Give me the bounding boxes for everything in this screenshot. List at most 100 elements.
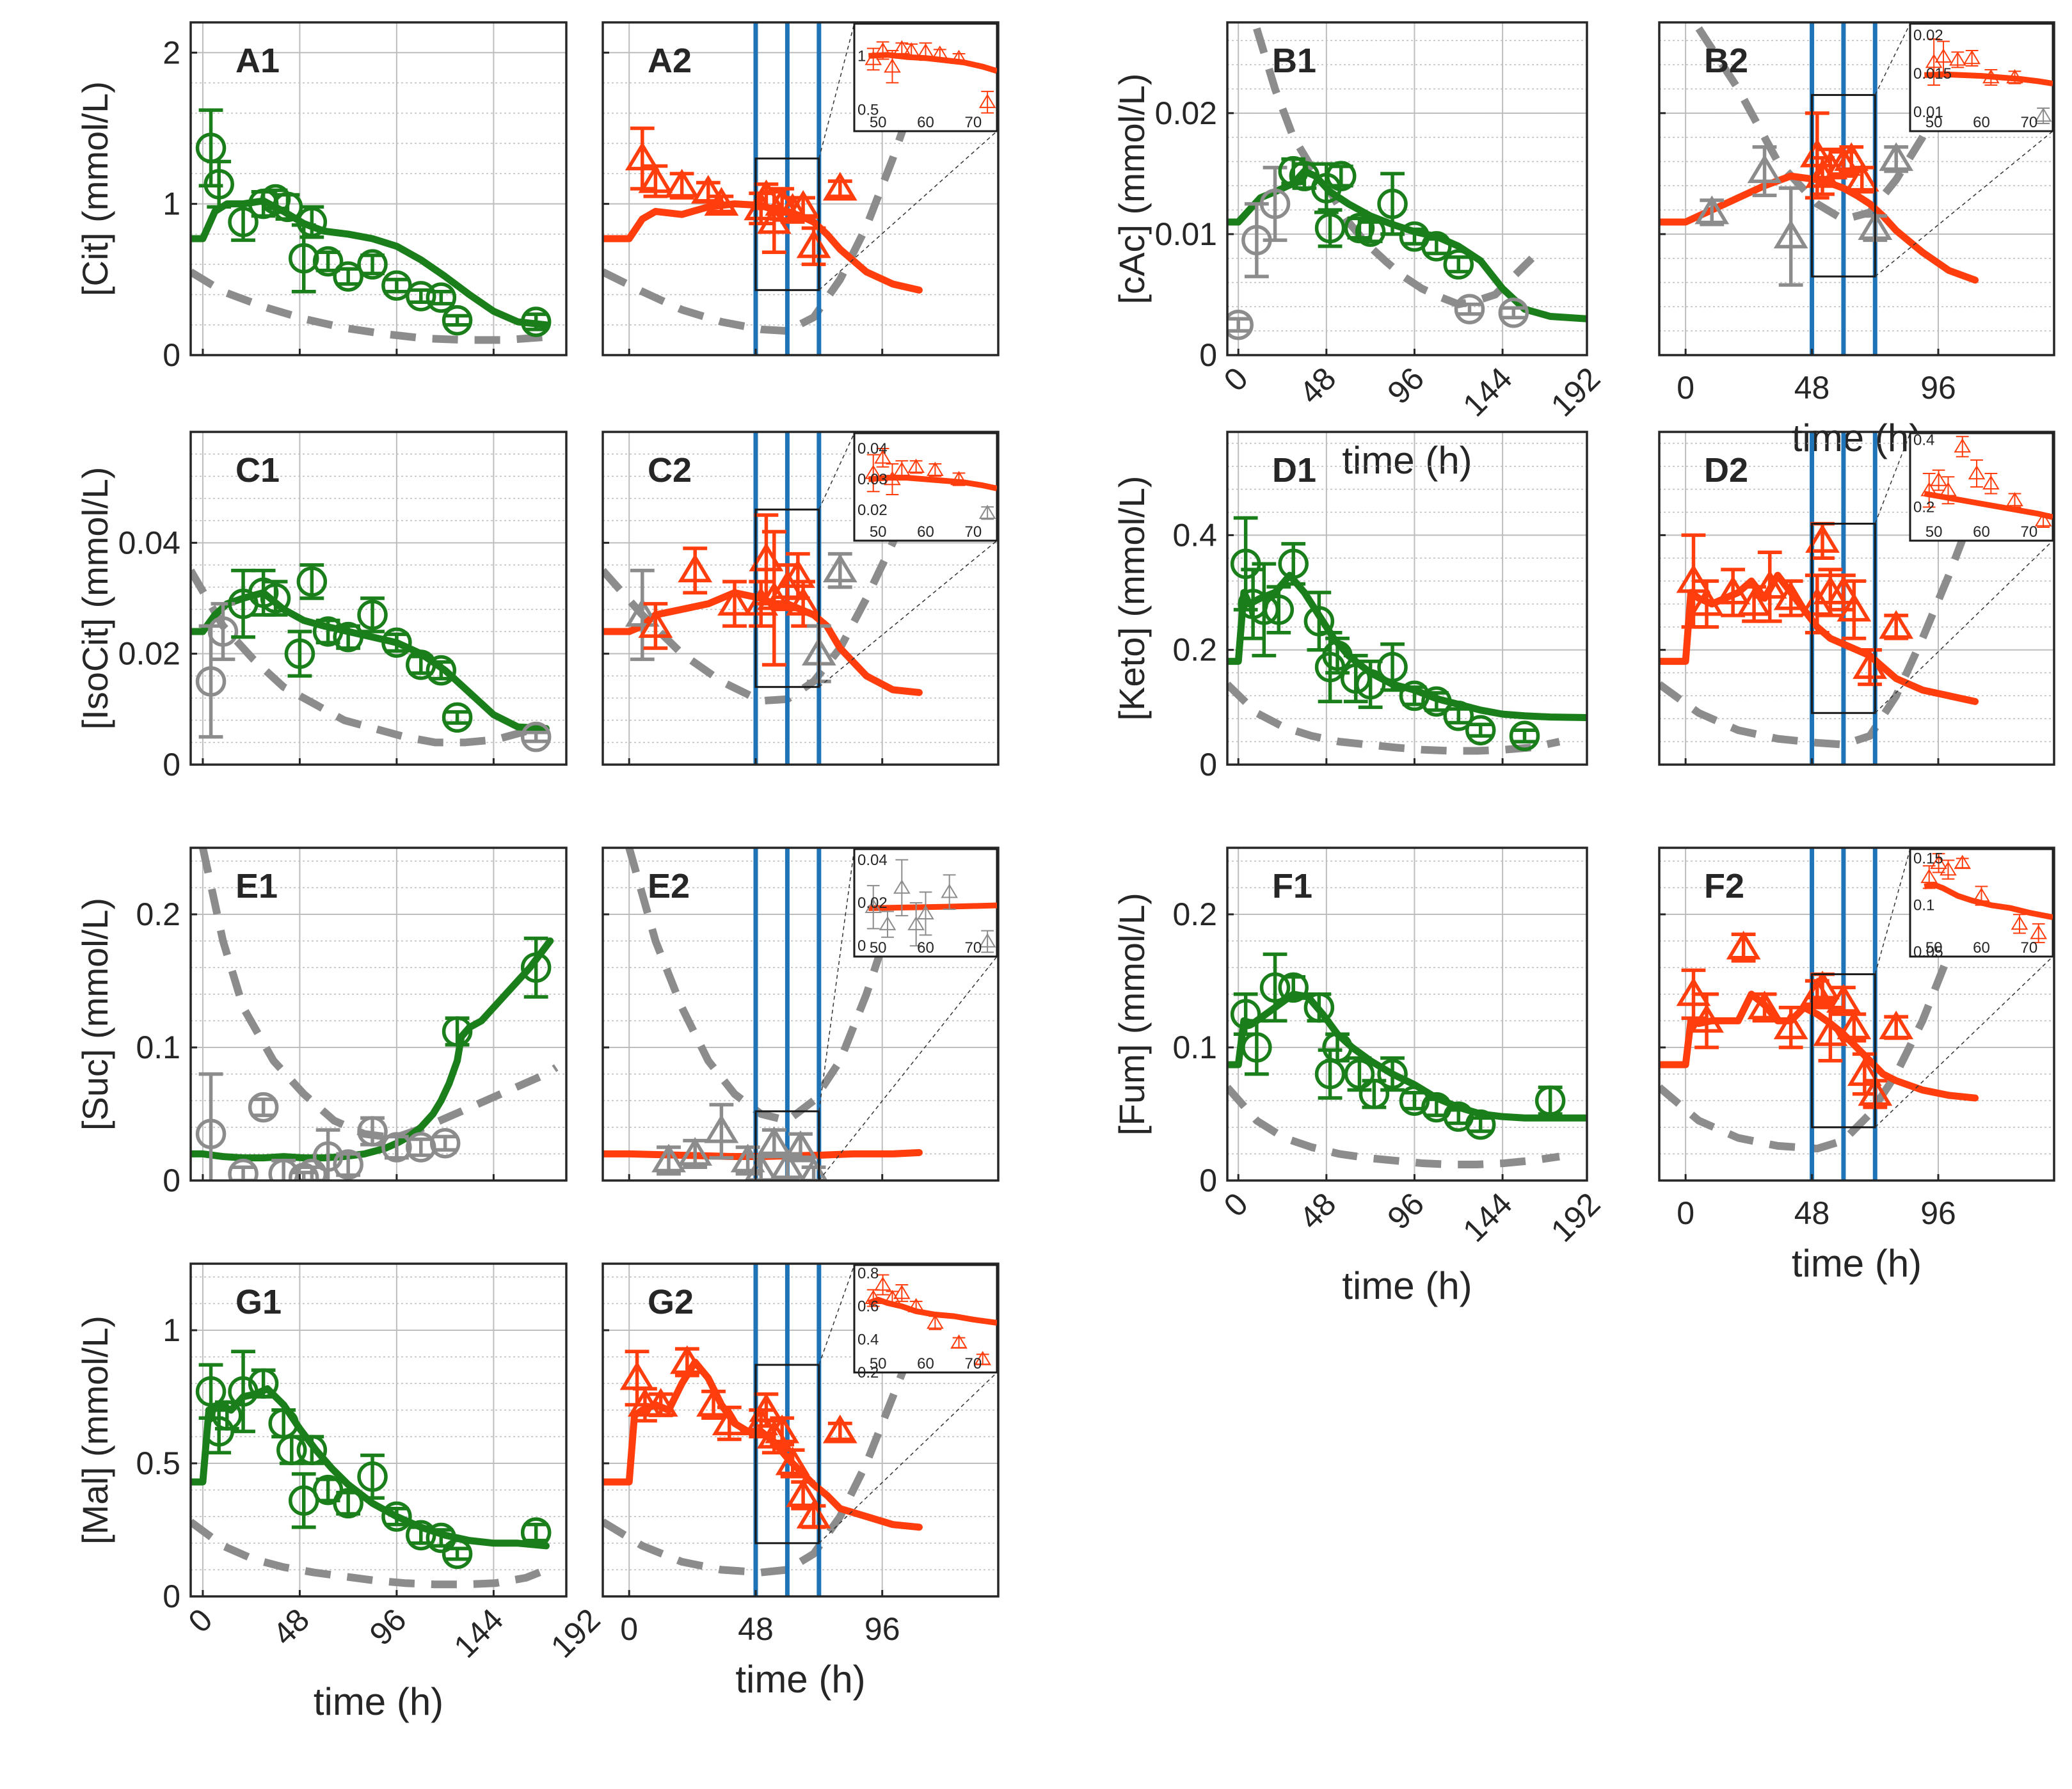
circle-marker [276, 1435, 307, 1465]
data-point [195, 624, 227, 739]
data-point [381, 627, 412, 658]
plot-area [1227, 952, 1587, 1169]
inset-c2: 50 60 70 0.02 0.03 0.04 [853, 432, 998, 542]
zoom-guide [1874, 540, 2053, 713]
data-point [704, 1102, 739, 1160]
inset-plot-area [1920, 853, 2053, 944]
data-point [288, 1472, 319, 1529]
panel-label: D2 [1704, 451, 1748, 489]
data-point [312, 1128, 344, 1181]
circle-marker [1322, 1032, 1353, 1063]
triangle-marker [1716, 575, 1751, 605]
triangle-marker [651, 1143, 686, 1173]
data-point [704, 187, 739, 216]
data-point [822, 171, 857, 201]
triangle-marker [1826, 983, 1861, 1013]
data-point [879, 910, 897, 938]
data-point [865, 885, 882, 930]
data-point [276, 1435, 307, 1465]
circle-marker [381, 1501, 412, 1532]
data-point [907, 1298, 925, 1312]
data-point [950, 49, 968, 65]
y-tick-label: 1 [163, 1312, 180, 1348]
panel-f2: 50 60 70 0.05 0.1 0.15 0 48 96 F2 time (h) [1658, 847, 2055, 1285]
axes-frame [1658, 431, 2055, 766]
inset-x-tick-label: 70 [964, 523, 982, 541]
zoom-guide [1874, 131, 2053, 277]
x-tick-label: 96 [1920, 370, 1956, 406]
x-tick-label: 144 [1456, 360, 1519, 424]
triangle-marker [1689, 587, 1724, 616]
inset-x-tick-label: 60 [1973, 114, 1990, 131]
data-point [1465, 715, 1496, 745]
zoom-guide [818, 848, 855, 1111]
panel-label: A1 [235, 42, 280, 80]
data-point [1934, 40, 1952, 73]
data-point [1773, 579, 1808, 617]
triangle-marker [1963, 50, 1980, 65]
triangle-marker [690, 175, 726, 204]
data-point [1968, 459, 1986, 488]
inset-y-tick-label: 0.2 [857, 1364, 879, 1381]
plot-area [191, 563, 552, 752]
data-point [1940, 476, 1957, 505]
triangle-marker [978, 933, 996, 948]
axes-frame [1226, 21, 1588, 356]
triangle-marker [796, 1499, 831, 1529]
y-axis-label: [Mal] (mmol/L) [75, 1316, 115, 1545]
triangle-marker [2011, 915, 2028, 930]
data-point [1963, 50, 1980, 67]
circle-marker [1303, 992, 1335, 1023]
y-tick-label: 0 [163, 747, 180, 783]
data-point [1982, 69, 2000, 86]
circle-marker [1344, 1058, 1375, 1090]
x-tick-label: 48 [1794, 370, 1830, 406]
plot-area [1227, 27, 1587, 340]
data-point [1925, 38, 1943, 86]
data-point [865, 454, 882, 493]
data-point [1230, 992, 1261, 1036]
data-point [426, 1522, 457, 1554]
data-point [756, 1126, 792, 1159]
triangle-marker [1920, 482, 1938, 497]
triangle-marker [884, 58, 901, 73]
inset-plot-area [1924, 38, 2053, 124]
inset-model-curve [868, 475, 997, 491]
inset-x-tick-label: 50 [1925, 114, 1943, 131]
zoom-guide [818, 956, 998, 1181]
circle-marker [406, 281, 436, 312]
data-point [917, 42, 934, 61]
data-point [799, 1157, 828, 1181]
triangle-marker [704, 1114, 739, 1143]
data-point [442, 305, 473, 336]
data-point [1509, 720, 1540, 751]
triangle-marker [917, 43, 934, 58]
panel-f1: 0 0.1 0.2 0 48 96 144 192 F1 [Fum] (mmol/L) time (… [1112, 847, 1607, 1307]
data-point [1278, 972, 1309, 1003]
data-point [941, 874, 958, 910]
data-point [1465, 1109, 1496, 1140]
circle-marker [1303, 606, 1335, 637]
data-point [1694, 195, 1730, 227]
x-tick-label: 144 [447, 1602, 511, 1665]
triangle-marker [625, 598, 660, 627]
inset-y-tick-label: 0 [857, 937, 866, 955]
y-tick-label: 2 [163, 35, 180, 70]
triangle-marker [1694, 195, 1730, 225]
x-tick-label: 144 [1456, 1186, 1519, 1249]
inset-x-tick-label: 60 [917, 939, 934, 957]
plot-area [1227, 516, 1587, 755]
circle-marker [212, 1400, 243, 1431]
inset-y-tick-label: 0.2 [1913, 499, 1934, 516]
circle-marker [333, 261, 363, 292]
panel-label: D1 [1272, 451, 1316, 489]
circle-marker [1443, 701, 1474, 731]
triangle-marker [884, 471, 901, 486]
model-curve [191, 937, 554, 1162]
y-axis-label: [Keto] (mmol/L) [1112, 476, 1152, 721]
inset-b2: 50 60 70 0.01 0.015 0.02 [1909, 22, 2054, 132]
panel-d1: 0 0.2 0.4 D1 [Keto] (mmol/L) [1112, 431, 1588, 783]
triangle-marker [1879, 142, 1914, 171]
triangle-marker [2006, 492, 2023, 507]
